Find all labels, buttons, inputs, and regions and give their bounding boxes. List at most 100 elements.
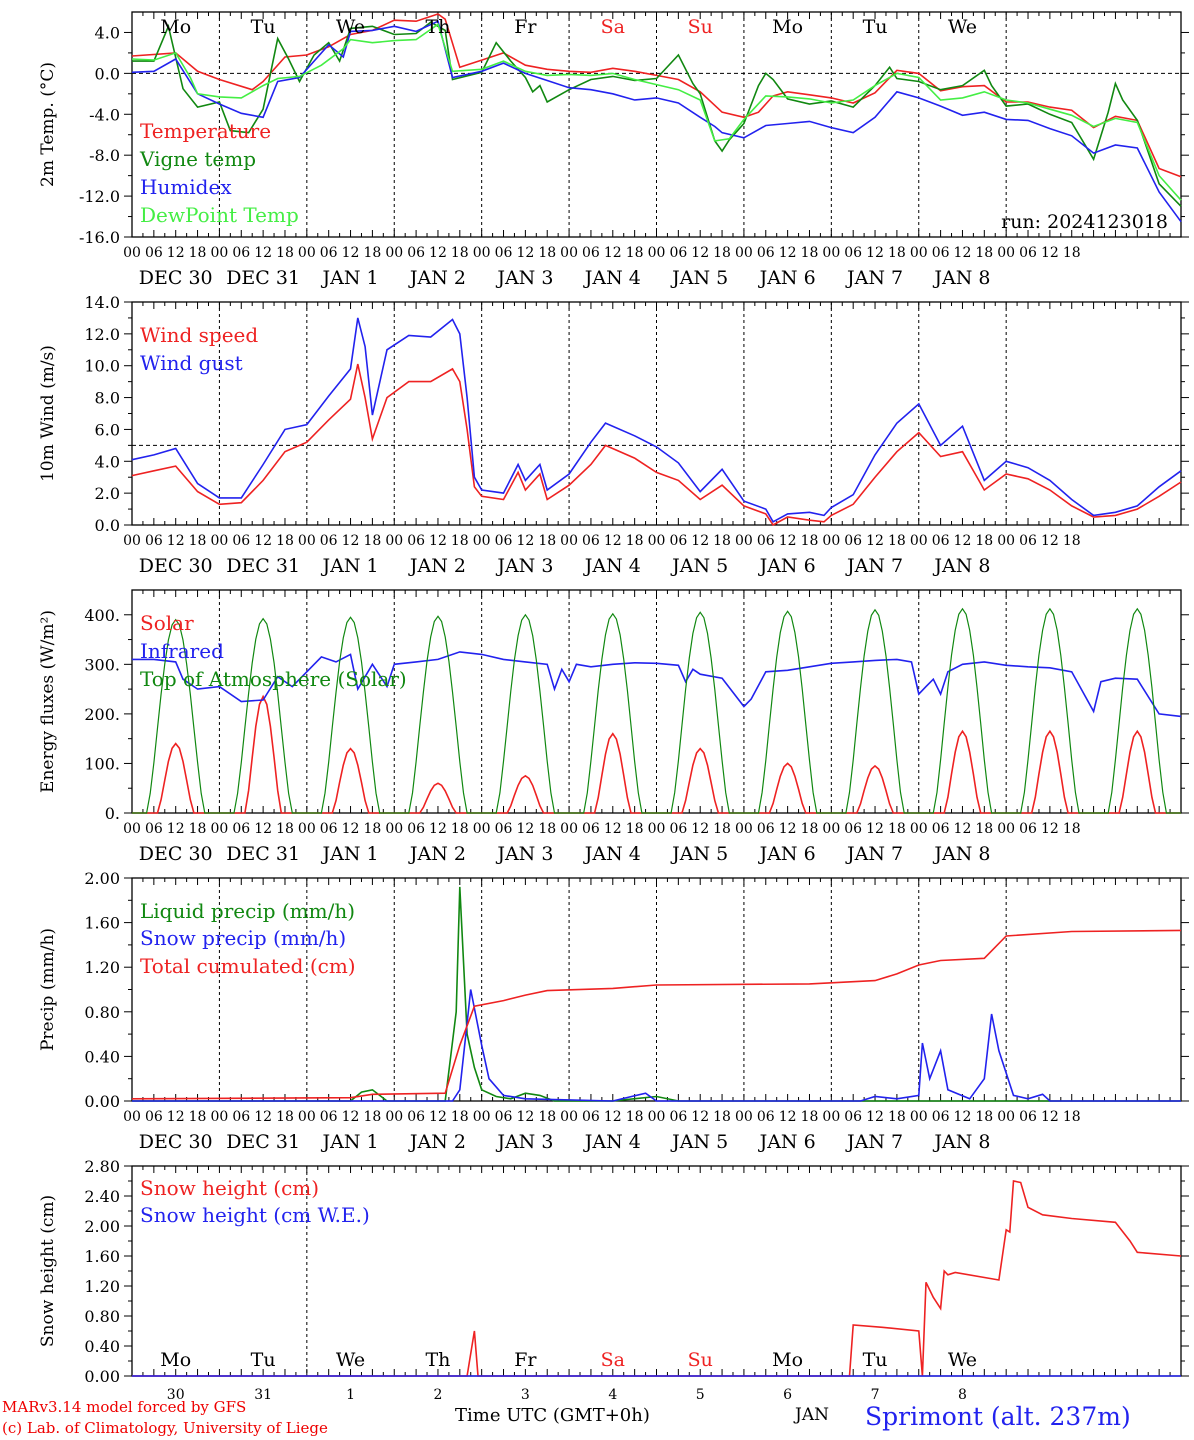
x-hour-label: 12 (691, 821, 709, 837)
x-date-label: DEC 30 (139, 1131, 213, 1153)
legend-entry: Snow precip (mm/h) (140, 926, 346, 950)
x-hour-label: 06 (757, 1109, 775, 1125)
x-hour-label: 00 (997, 821, 1015, 837)
x-hour-label: 18 (189, 821, 207, 837)
panel-frame (131, 589, 1182, 814)
series-line-1 (132, 1180, 1182, 1377)
x-hour-label: 18 (713, 533, 731, 549)
legend-entry: Vigne temp (139, 147, 256, 171)
x-hour-label: 18 (713, 1109, 731, 1125)
x-date-label: JAN 1 (320, 267, 378, 289)
x-hour-label: 06 (232, 1109, 250, 1125)
x-date-label: JAN 7 (845, 267, 903, 289)
y-tick-label: 200. (84, 705, 120, 724)
x-hour-label: 18 (538, 1109, 556, 1125)
x-date-label: JAN 7 (845, 843, 903, 865)
station-title: Sprimont (alt. 237m) (865, 1402, 1131, 1431)
x-hour-label: 18 (1063, 533, 1081, 549)
x-hour-label: 12 (779, 1109, 797, 1125)
x-hour-label: 12 (779, 245, 797, 261)
x-hour-label: 12 (779, 533, 797, 549)
x-hour-label: 00 (997, 245, 1015, 261)
x-hour-label: 06 (232, 245, 250, 261)
y-tick-label: 8.0 (95, 389, 120, 408)
x-hour-label: 06 (932, 533, 950, 549)
x-hour-label: 06 (932, 821, 950, 837)
x-hour-label: 00 (910, 245, 928, 261)
x-date-label: JAN 5 (670, 555, 728, 577)
x-hour-label: 18 (975, 533, 993, 549)
x-date-label: JAN 6 (758, 267, 816, 289)
x-hour-label: 18 (189, 245, 207, 261)
x-hour-label: 00 (123, 821, 141, 837)
y-tick-label: 2.0 (95, 484, 120, 503)
x-hour-label: 06 (582, 245, 600, 261)
x-hour-label: 06 (495, 533, 513, 549)
x-hour-label: 12 (691, 533, 709, 549)
y-tick-label: 1.20 (84, 958, 120, 977)
month-label: JAN (795, 1405, 829, 1425)
x-hour-label: 06 (232, 533, 250, 549)
weekday-label: Su (688, 1349, 713, 1371)
x-date-label: JAN 3 (495, 267, 553, 289)
y-tick-label: 0.80 (84, 1307, 120, 1326)
y-axis-label: 2m Temp. (°C) (38, 62, 58, 187)
x-hour-label: 00 (473, 533, 491, 549)
x-hour-label: 18 (626, 821, 644, 837)
y-tick-label: 0.00 (84, 1367, 120, 1386)
x-hour-label: 12 (866, 533, 884, 549)
weekday-label: Fr (514, 16, 537, 38)
x-hour-label: 18 (276, 245, 294, 261)
x-hour-label: 12 (342, 533, 360, 549)
series-line-2 (132, 21, 1182, 207)
x-hour-label: 06 (844, 821, 862, 837)
panel-5 (124, 1165, 1189, 1377)
y-tick-label: 12.0 (84, 325, 120, 344)
x-hour-label: 12 (779, 821, 797, 837)
x-hour-label: 12 (604, 245, 622, 261)
x-date-label: JAN 8 (932, 1131, 990, 1153)
x-hour-label: 06 (932, 245, 950, 261)
x-hour-label: 12 (866, 245, 884, 261)
x-hour-label: 06 (495, 245, 513, 261)
panel-4 (124, 877, 1189, 1102)
x-hour-label: 18 (801, 533, 819, 549)
x-hour-label: 06 (320, 821, 338, 837)
x-hour-label: 18 (189, 1109, 207, 1125)
time-axis-label: Time UTC (GMT+0h) (455, 1405, 650, 1426)
x-date-label: JAN 8 (932, 267, 990, 289)
x-hour-label: 12 (1041, 1109, 1059, 1125)
x-hour-label: 06 (407, 533, 425, 549)
x-hour-label: 00 (648, 245, 666, 261)
legend-entry: Total cumulated (cm) (140, 954, 356, 978)
x-hour-label: 06 (844, 533, 862, 549)
legend-entry: Top of Atmosphere (Solar) (140, 667, 407, 691)
x-hour-label: 12 (429, 821, 447, 837)
x-date-label: JAN 5 (670, 267, 728, 289)
x-hour-label: 18 (888, 245, 906, 261)
x-hour-label: 18 (451, 533, 469, 549)
y-tick-label: -4.0 (89, 105, 120, 124)
x-date-label: JAN 3 (495, 843, 553, 865)
x-hour-label: 00 (648, 533, 666, 549)
weekday-label: Tu (251, 1349, 276, 1371)
x-hour-label: 00 (822, 245, 840, 261)
x-day-number: 8 (958, 1387, 967, 1400)
run-annotation: run: 2024123018 (1001, 211, 1168, 233)
weekday-label: Sa (601, 16, 625, 38)
panel-1 (124, 11, 1189, 238)
y-axis-label: Energy fluxes (W/m²) (38, 610, 58, 793)
x-hour-label: 00 (648, 1109, 666, 1125)
y-tick-label: 2.40 (84, 1187, 120, 1206)
x-hour-label: 06 (1019, 821, 1037, 837)
x-hour-label: 00 (385, 533, 403, 549)
copyright-credit: (c) Lab. of Climatology, University of L… (2, 1419, 328, 1437)
x-hour-label: 12 (604, 1109, 622, 1125)
x-hour-label: 00 (298, 533, 316, 549)
x-date-label: JAN 8 (932, 555, 990, 577)
x-hour-label: 18 (888, 1109, 906, 1125)
legend-entry: Snow height (cm) (140, 1176, 319, 1200)
y-tick-label: 4.0 (95, 452, 120, 471)
x-hour-label: 00 (473, 1109, 491, 1125)
x-hour-label: 12 (1041, 245, 1059, 261)
